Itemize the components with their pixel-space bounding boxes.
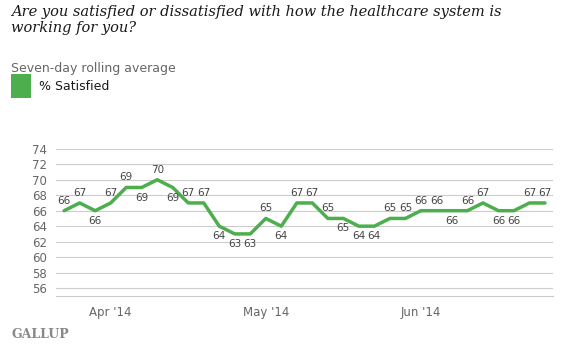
Text: Are you satisfied or dissatisfied with how the healthcare system is working for : Are you satisfied or dissatisfied with h… [11, 5, 502, 35]
Text: 67: 67 [182, 188, 195, 198]
Text: 65: 65 [321, 203, 334, 213]
Text: 64: 64 [352, 231, 365, 241]
Text: 66: 66 [415, 196, 428, 206]
Text: 69: 69 [135, 193, 148, 203]
Text: 66: 66 [89, 216, 102, 226]
Text: 64: 64 [213, 231, 226, 241]
Text: % Satisfied: % Satisfied [39, 79, 110, 93]
Text: 66: 66 [461, 196, 474, 206]
Text: 66: 66 [492, 216, 505, 226]
Text: 66: 66 [58, 196, 70, 206]
Text: 66: 66 [430, 196, 443, 206]
Text: 66: 66 [508, 216, 521, 226]
Text: 67: 67 [539, 188, 552, 198]
Text: 69: 69 [166, 193, 179, 203]
Text: 64: 64 [275, 231, 288, 241]
Text: 67: 67 [477, 188, 490, 198]
Text: 67: 67 [104, 188, 117, 198]
Text: 67: 67 [306, 188, 319, 198]
Text: 65: 65 [384, 203, 396, 213]
Text: 69: 69 [120, 172, 133, 182]
Text: 67: 67 [73, 188, 86, 198]
Text: 70: 70 [151, 165, 164, 175]
Text: 67: 67 [290, 188, 303, 198]
Text: 67: 67 [523, 188, 536, 198]
Text: Seven-day rolling average: Seven-day rolling average [11, 62, 176, 75]
Text: GALLUP: GALLUP [11, 327, 69, 341]
Text: 66: 66 [446, 216, 459, 226]
Text: 65: 65 [399, 203, 412, 213]
Text: 65: 65 [259, 203, 272, 213]
Text: 67: 67 [197, 188, 210, 198]
Text: 64: 64 [368, 231, 381, 241]
Text: 65: 65 [337, 224, 350, 234]
Text: 63: 63 [244, 239, 257, 249]
Text: 63: 63 [228, 239, 241, 249]
